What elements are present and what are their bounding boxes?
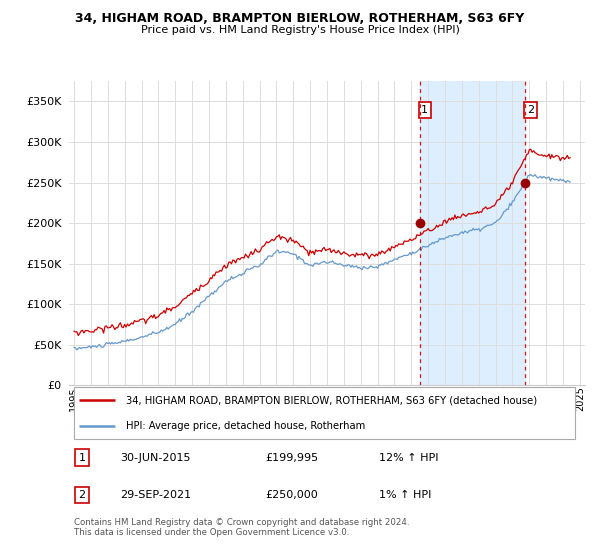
Text: 1: 1 (79, 452, 85, 463)
Text: 29-SEP-2021: 29-SEP-2021 (121, 490, 192, 500)
Text: £250,000: £250,000 (265, 490, 318, 500)
Text: 2: 2 (79, 490, 85, 500)
Text: Contains HM Land Registry data © Crown copyright and database right 2024.
This d: Contains HM Land Registry data © Crown c… (74, 517, 410, 537)
Text: Price paid vs. HM Land Registry's House Price Index (HPI): Price paid vs. HM Land Registry's House … (140, 25, 460, 35)
Text: HPI: Average price, detached house, Rotherham: HPI: Average price, detached house, Roth… (126, 421, 365, 431)
Text: £199,995: £199,995 (265, 452, 318, 463)
Text: 34, HIGHAM ROAD, BRAMPTON BIERLOW, ROTHERHAM, S63 6FY: 34, HIGHAM ROAD, BRAMPTON BIERLOW, ROTHE… (76, 12, 524, 25)
Text: 30-JUN-2015: 30-JUN-2015 (121, 452, 191, 463)
FancyBboxPatch shape (74, 388, 575, 439)
Bar (420, 81, 525, 385)
Text: 12% ↑ HPI: 12% ↑ HPI (379, 452, 438, 463)
Text: 34, HIGHAM ROAD, BRAMPTON BIERLOW, ROTHERHAM, S63 6FY (detached house): 34, HIGHAM ROAD, BRAMPTON BIERLOW, ROTHE… (126, 395, 537, 405)
Text: 2: 2 (527, 105, 534, 115)
Text: 1: 1 (421, 105, 428, 115)
Text: 1% ↑ HPI: 1% ↑ HPI (379, 490, 431, 500)
